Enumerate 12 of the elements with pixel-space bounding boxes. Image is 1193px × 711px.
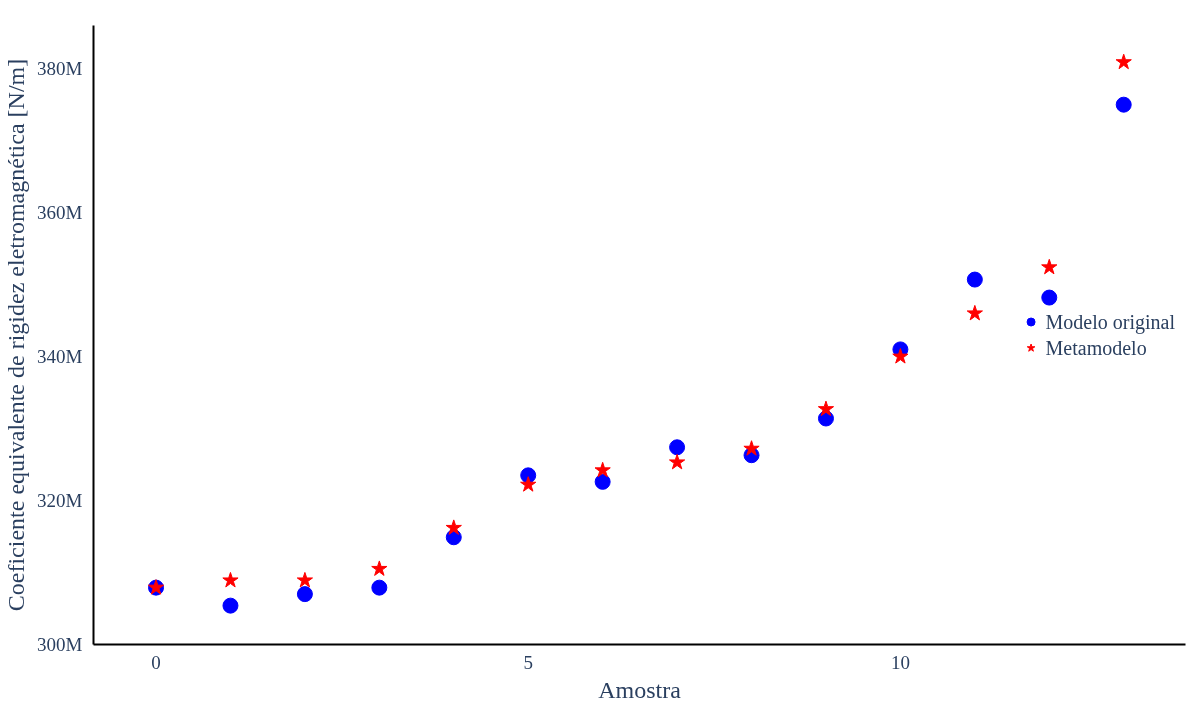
y-tick-label: 300M	[37, 634, 83, 655]
legend-label: Modelo original	[1045, 310, 1175, 333]
x-axis-title: Amostra	[598, 676, 682, 703]
x-tick-label: 5	[523, 651, 533, 673]
x-tick-label: 0	[151, 651, 161, 673]
y-axis-title: Coeficiente equivalente de rigidez eletromagnética [N/m]	[3, 58, 30, 612]
y-tick-label: 380M	[37, 58, 83, 80]
legend-label: Metamodelo	[1045, 336, 1147, 359]
y-tick-label: 360M	[37, 202, 83, 224]
y-tick-label: 320M	[37, 490, 83, 512]
x-tick-label: 10	[890, 651, 910, 673]
y-tick-label: 340M	[37, 346, 83, 368]
